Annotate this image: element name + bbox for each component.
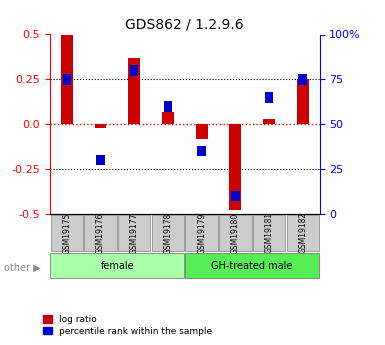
Bar (185, 253, 319, 278)
Bar (219, 215, 251, 251)
Bar (263, 119, 275, 124)
Bar (164, 101, 172, 112)
Bar (286, 215, 319, 251)
Bar (229, 124, 241, 210)
Text: other ▶: other ▶ (4, 263, 40, 272)
Bar (61, 34, 73, 124)
Bar (50, 253, 184, 278)
Bar (84, 215, 117, 251)
Bar (231, 190, 239, 201)
Bar (63, 74, 71, 85)
Bar (118, 215, 151, 251)
Text: GSM19182: GSM19182 (298, 212, 307, 254)
Bar (198, 146, 206, 157)
Text: GSM19181: GSM19181 (264, 212, 273, 254)
Bar (265, 92, 273, 103)
Bar (298, 74, 307, 85)
Bar (51, 215, 83, 251)
Bar (297, 79, 309, 124)
Text: female: female (100, 261, 134, 270)
Bar (186, 215, 218, 251)
Text: GSM19180: GSM19180 (231, 212, 240, 254)
Text: GSM19176: GSM19176 (96, 212, 105, 254)
Bar (95, 124, 107, 128)
Text: GH-treated male: GH-treated male (211, 261, 293, 270)
Bar (253, 215, 285, 251)
Bar (130, 65, 139, 76)
Bar (162, 112, 174, 124)
Text: GSM19177: GSM19177 (130, 212, 139, 254)
Bar (96, 155, 105, 166)
Bar (152, 215, 184, 251)
Bar (196, 124, 208, 139)
Title: GDS862 / 1.2.9.6: GDS862 / 1.2.9.6 (126, 18, 244, 32)
Legend: log ratio, percentile rank within the sample: log ratio, percentile rank within the sa… (43, 315, 213, 336)
Bar (128, 58, 140, 124)
Text: GSM19178: GSM19178 (164, 212, 172, 254)
Text: GSM19175: GSM19175 (62, 212, 71, 254)
Text: GSM19179: GSM19179 (197, 212, 206, 254)
